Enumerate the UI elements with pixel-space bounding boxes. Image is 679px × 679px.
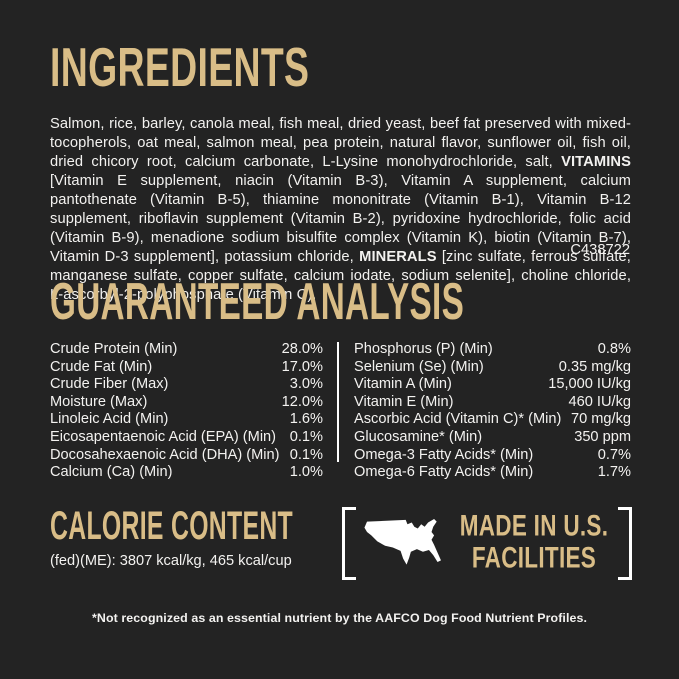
ingredients-paragraph: Salmon, rice, barley, canola meal, fish … (50, 115, 631, 305)
left-bracket-icon (342, 507, 356, 580)
vitamins-keyword: VITAMINS (561, 153, 631, 170)
nutrient-value: 1.6% (289, 411, 323, 428)
nutrient-label: Crude Fat (Min) (50, 358, 153, 375)
nutrient-label: Crude Protein (Min) (50, 341, 178, 357)
right-bracket-icon (618, 507, 632, 580)
nutrient-label: Vitamin E (Min) (354, 393, 454, 410)
nutrient-value: 3.0% (289, 376, 323, 393)
nutrient-label: Moisture (Max) (50, 393, 148, 410)
ingredients-segment: [Vitamin E supplement, niacin (Vitamin B… (50, 172, 631, 265)
nutrient-value: 28.0% (281, 341, 323, 357)
table-row: Crude Protein (Min) 28.0% (50, 341, 323, 359)
nutrient-value: 1.0% (289, 464, 323, 481)
nutrient-value: 0.7% (597, 446, 631, 463)
table-row: Docosahexaenoic Acid (DHA) (Min) 0.1% (50, 447, 323, 465)
nutrient-label: Calcium (Ca) (Min) (50, 464, 173, 481)
nutrient-value: 0.1% (289, 446, 323, 463)
nutrient-label: Docosahexaenoic Acid (DHA) (Min) (50, 446, 280, 463)
table-row: Vitamin A (Min) 15,000 IU/kg (354, 376, 631, 394)
nutrient-value: 70 mg/kg (570, 411, 631, 428)
nutrient-value: 350 ppm (574, 428, 631, 445)
nutrient-value: 12.0% (281, 393, 323, 410)
guaranteed-analysis-heading: GUARANTEED ANALYSIS (50, 276, 679, 328)
nutrient-value: 0.8% (597, 341, 631, 357)
made-in-us-text: MADE IN U.S. FACILITIES (444, 509, 624, 575)
nutrient-label: Eicosapentaenoic Acid (EPA) (Min) (50, 428, 277, 445)
table-row: Calcium (Ca) (Min) 1.0% (50, 464, 323, 482)
table-row: Linoleic Acid (Min) 1.6% (50, 411, 323, 429)
table-row: Eicosapentaenoic Acid (EPA) (Min) 0.1% (50, 429, 323, 447)
guaranteed-analysis-table: Crude Protein (Min) 28.0% Crude Fat (Min)… (50, 341, 631, 482)
nutrient-value: 17.0% (281, 358, 323, 375)
table-row: Moisture (Max) 12.0% (50, 394, 323, 412)
minerals-keyword: MINERALS (359, 248, 437, 265)
ingredients-heading-text: INGREDIENTS (50, 36, 310, 98)
table-row: Omega-6 Fatty Acids* (Min) 1.7% (354, 464, 631, 482)
nutrient-value: 0.35 mg/kg (558, 358, 631, 375)
nutrient-value: 0.1% (289, 428, 323, 445)
nutrient-label: Omega-6 Fatty Acids* (Min) (354, 464, 534, 481)
table-row: Selenium (Se) (Min) 0.35 mg/kg (354, 359, 631, 377)
guaranteed-analysis-heading-text: GUARANTEED ANALYSIS (50, 273, 465, 331)
ingredients-heading: INGREDIENTS (50, 40, 431, 95)
calorie-content-value: (fed)(ME): 3807 kcal/kg, 465 kcal/cup (50, 553, 292, 569)
product-code: C438722 (570, 242, 630, 258)
table-row: Crude Fiber (Max) 3.0% (50, 376, 323, 394)
nutrient-label: Ascorbic Acid (Vitamin C)* (Min) (354, 411, 562, 428)
nutrient-value: 460 IU/kg (568, 393, 631, 410)
table-row: Ascorbic Acid (Vitamin C)* (Min) 70 mg/kg (354, 411, 631, 429)
table-row: Vitamin E (Min) 460 IU/kg (354, 394, 631, 412)
table-row: Crude Fat (Min) 17.0% (50, 359, 323, 377)
nutrient-label: Crude Fiber (Max) (50, 376, 169, 393)
usa-map-icon (364, 519, 441, 565)
made-in-us-line1: MADE IN U.S. (459, 509, 609, 542)
calorie-content-heading: CALORIE CONTENT (50, 506, 442, 546)
ingredients-segment: [zinc sulfate, ferrous sulfate, manganes… (50, 248, 631, 303)
table-row: Omega-3 Fatty Acids* (Min) 0.7% (354, 447, 631, 465)
nutrient-value: 1.7% (597, 464, 631, 481)
column-divider (337, 342, 339, 462)
nutrient-label: Selenium (Se) (Min) (354, 358, 484, 375)
nutrient-label: Glucosamine* (Min) (354, 428, 483, 445)
made-in-us-badge: MADE IN U.S. FACILITIES (342, 504, 632, 584)
nutrient-label: Vitamin A (Min) (354, 376, 452, 393)
nutrient-label: Linoleic Acid (Min) (50, 411, 169, 428)
nutrient-label: Phosphorus (P) (Min) (354, 341, 493, 357)
nutrient-value: 15,000 IU/kg (548, 376, 631, 393)
made-in-us-line2: FACILITIES (471, 541, 597, 574)
aafco-footnote: *Not recognized as an essential nutrient… (91, 611, 588, 625)
ingredients-segment: Salmon, rice, barley, canola meal, fish … (50, 115, 631, 170)
nutrient-label: Omega-3 Fatty Acids* (Min) (354, 446, 534, 463)
table-row: Glucosamine* (Min) 350 ppm (354, 429, 631, 447)
made-in-us-line2-wrap: FACILITIES (444, 541, 624, 575)
analysis-column-right: Phosphorus (P) (Min) 0.8% Selenium (Se) (… (354, 341, 631, 482)
table-row: Phosphorus (P) (Min) 0.8% (354, 341, 631, 359)
calorie-content-heading-text: CALORIE CONTENT (50, 504, 294, 548)
made-in-us-line1-wrap: MADE IN U.S. (444, 509, 624, 543)
analysis-column-left: Crude Protein (Min) 28.0% Crude Fat (Min)… (50, 341, 323, 482)
